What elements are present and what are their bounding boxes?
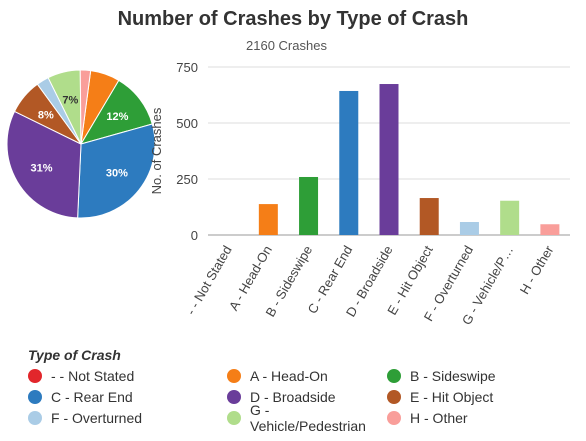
legend-label: G - Vehicle/Pedestrian — [250, 402, 366, 434]
bar[interactable] — [419, 198, 439, 235]
legend-swatch — [227, 369, 241, 383]
pie-slice[interactable] — [6, 110, 82, 219]
legend-label: D - Broadside — [250, 389, 336, 405]
pie-slice[interactable] — [79, 69, 92, 145]
bar[interactable] — [258, 204, 278, 235]
legend-item[interactable]: H - Other — [387, 409, 567, 427]
pie-chart: 12% 30% 31% 8% 7% — [6, 69, 156, 219]
legend-swatch — [28, 369, 42, 383]
pie-slice-label: 30% — [106, 168, 128, 180]
bar[interactable] — [540, 224, 560, 235]
x-tick-label: H - Other — [517, 242, 557, 296]
y-tick-label: 0 — [191, 228, 198, 243]
legend-swatch — [28, 390, 42, 404]
y-tick-label: 500 — [176, 116, 198, 131]
legend-swatch — [387, 390, 401, 404]
chart-subtitle: 2160 Crashes — [246, 38, 327, 53]
pie-slice[interactable] — [77, 123, 156, 219]
legend-label: C - Rear End — [51, 389, 133, 405]
pie-slice-label: 7% — [62, 94, 78, 106]
legend-swatch — [28, 411, 42, 425]
y-tick-label: 750 — [176, 60, 198, 75]
legend-item[interactable]: - - Not Stated — [28, 367, 227, 385]
legend-grid: - - Not Stated A - Head-On B - Sideswipe C … — [28, 367, 578, 434]
y-tick-label: 250 — [176, 172, 198, 187]
bar[interactable] — [339, 90, 359, 235]
legend-swatch — [227, 411, 241, 425]
legend-swatch — [387, 411, 401, 425]
legend-item[interactable]: G - Vehicle/Pedestrian — [227, 402, 387, 434]
legend-label: - - Not Stated — [51, 368, 135, 384]
legend-label: F - Overturned — [51, 410, 143, 426]
legend-item[interactable]: D - Broadside — [227, 388, 387, 406]
legend-swatch — [387, 369, 401, 383]
bar[interactable] — [500, 200, 520, 235]
chart-title: Number of Crashes by Type of Crash — [117, 8, 469, 30]
bar[interactable] — [459, 222, 479, 235]
bar[interactable] — [299, 176, 319, 235]
legend-item[interactable]: A - Head-On — [227, 367, 387, 385]
pie-slice-label: 12% — [106, 111, 128, 123]
legend-label: A - Head-On — [250, 368, 328, 384]
legend-item[interactable]: F - Overturned — [28, 409, 227, 427]
legend-label: H - Other — [410, 410, 468, 426]
bar[interactable] — [379, 84, 399, 235]
legend-label: B - Sideswipe — [410, 368, 496, 384]
pie-slice-label: 8% — [38, 110, 54, 122]
legend-title: Type of Crash — [28, 347, 121, 363]
legend-item[interactable]: C - Rear End — [28, 388, 227, 406]
legend-label: E - Hit Object — [410, 389, 494, 405]
legend-item[interactable]: E - Hit Object — [387, 388, 567, 406]
y-axis-label: No. of Crashes — [149, 107, 164, 194]
legend-item[interactable]: B - Sideswipe — [387, 367, 567, 385]
pie-slice-label: 31% — [31, 162, 53, 174]
legend-swatch — [227, 390, 241, 404]
legend: Type of Crash - - Not Stated A - Head-On B… — [28, 347, 578, 434]
